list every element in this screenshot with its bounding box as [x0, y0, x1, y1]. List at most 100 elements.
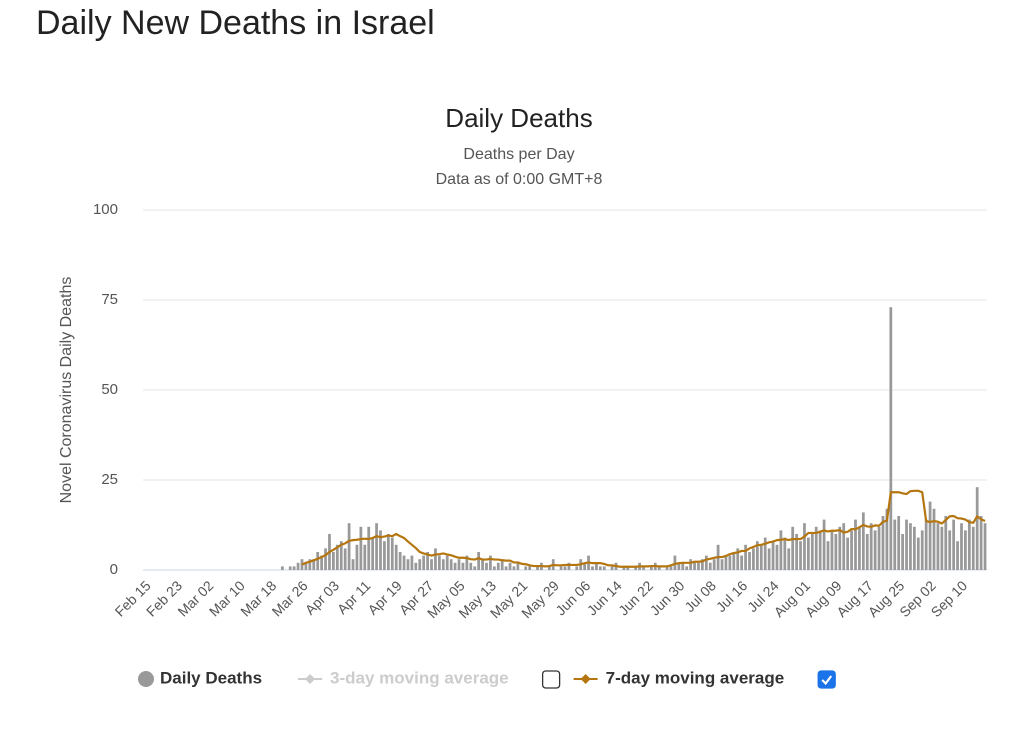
bar [807, 537, 810, 570]
bar [940, 526, 944, 570]
bar [610, 566, 614, 570]
bar [932, 508, 936, 570]
bar [445, 555, 449, 570]
bar [924, 519, 928, 570]
bar [583, 562, 587, 570]
bar [457, 559, 461, 570]
bar [771, 541, 775, 570]
legend-label[interactable]: 7-day moving average [606, 668, 785, 687]
y-tick-label: 0 [110, 561, 118, 578]
bar [767, 548, 771, 570]
legend-label[interactable]: Daily Deaths [160, 668, 262, 687]
bar [701, 559, 704, 570]
legend-label[interactable]: 3-day moving average [330, 668, 509, 687]
bar [799, 541, 802, 570]
legend-symbol[interactable] [305, 674, 316, 684]
bar [559, 566, 563, 570]
bar [759, 544, 763, 570]
bar [634, 566, 638, 570]
bar [383, 541, 386, 570]
bar [320, 555, 323, 570]
bar [414, 562, 418, 570]
moving-average-line [301, 489, 986, 568]
bar [854, 519, 857, 570]
bar [948, 530, 952, 570]
bar [920, 530, 924, 570]
bar [504, 566, 508, 570]
bar [434, 548, 437, 570]
checkbox[interactable] [541, 670, 561, 689]
bar [371, 537, 375, 570]
bar [418, 559, 422, 570]
bar [324, 548, 327, 570]
bar [803, 523, 806, 570]
bar [567, 562, 571, 570]
legend-symbol[interactable] [138, 671, 154, 687]
checkbox-check[interactable] [821, 675, 833, 686]
bar [485, 562, 488, 570]
bar [971, 526, 975, 570]
bar [975, 487, 979, 570]
bar [394, 544, 398, 570]
bar [838, 526, 842, 570]
bar [830, 530, 834, 570]
bar [402, 555, 406, 570]
bar [410, 555, 414, 570]
bar [288, 566, 292, 570]
bar [979, 516, 983, 570]
bar [375, 523, 378, 570]
bar [869, 523, 873, 570]
bar [622, 566, 626, 570]
bar [909, 523, 912, 570]
bar [877, 526, 881, 570]
chart-title: Daily Deaths [445, 103, 592, 133]
y-tick-label: 75 [101, 291, 118, 308]
bar [952, 519, 956, 570]
bar [649, 566, 653, 570]
bar [712, 559, 716, 570]
bar [492, 566, 496, 570]
page-title: Daily New Deaths in Israel [36, 4, 435, 42]
x-tick-label: Mar 26 [269, 577, 311, 619]
bar [928, 501, 932, 570]
bar [386, 534, 390, 570]
legend-symbol[interactable] [580, 674, 591, 684]
bar [850, 530, 853, 570]
bar [449, 559, 453, 570]
bar [681, 562, 685, 570]
y-tick-label: 25 [101, 471, 118, 488]
bar [881, 516, 885, 570]
bar [916, 537, 920, 570]
bar [913, 526, 916, 570]
bar [897, 516, 901, 570]
bar [865, 534, 869, 570]
x-tick-label: Jun 14 [584, 577, 625, 618]
bar [602, 566, 606, 570]
bar [814, 526, 818, 570]
bar [936, 523, 940, 570]
bar [363, 544, 367, 570]
bar [693, 562, 696, 570]
bar [367, 526, 371, 570]
bar [755, 541, 759, 570]
bar [304, 562, 308, 570]
bar [704, 555, 708, 570]
bar [826, 541, 830, 570]
y-tick-label: 100 [93, 201, 118, 218]
bar [379, 530, 382, 570]
y-axis-label: Novel Coronavirus Daily Deaths [58, 277, 75, 504]
bar [964, 530, 967, 570]
checkbox[interactable] [817, 670, 836, 689]
bar [339, 541, 343, 570]
bar [795, 534, 798, 570]
bar [732, 552, 736, 570]
x-tick-label: Jun 06 [552, 577, 593, 618]
bar [461, 562, 465, 570]
bar [465, 555, 469, 570]
bar [728, 555, 732, 570]
bar [669, 566, 673, 570]
bar [842, 523, 846, 570]
x-tick-label: Jun 22 [615, 577, 656, 618]
bar [496, 562, 500, 570]
bar [960, 523, 963, 570]
